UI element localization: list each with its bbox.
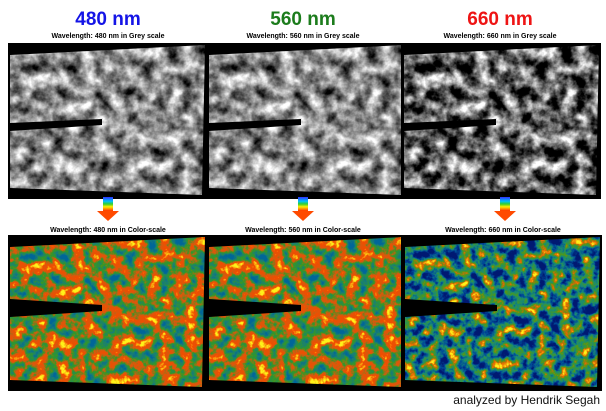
- grey-image: [207, 43, 403, 199]
- arrow: [292, 197, 314, 221]
- grey-caption: Wavelength: 560 nm in Grey scale: [247, 33, 360, 40]
- figure: 480 nm Wavelength: 480 nm in Grey scale …: [0, 0, 606, 411]
- color-caption: Wavelength: 660 nm in Color-scale: [445, 227, 561, 234]
- color-image: [403, 235, 602, 391]
- arrow: [97, 197, 119, 221]
- grey-image: [8, 43, 207, 199]
- grey-caption: Wavelength: 480 nm in Grey scale: [52, 33, 165, 40]
- color-caption: Wavelength: 560 nm in Color-scale: [245, 227, 361, 234]
- grey-image: [402, 43, 601, 199]
- color-image: [8, 235, 207, 391]
- panel-title: 480 nm: [75, 9, 140, 30]
- color-image: [207, 235, 403, 391]
- page: {"panels": [ {"title": "480 nm", "grey_c…: [0, 0, 606, 411]
- arrow: [494, 197, 516, 221]
- grey-caption: Wavelength: 660 nm in Grey scale: [444, 33, 557, 40]
- panel-title: 560 nm: [270, 9, 335, 30]
- color-caption: Wavelength: 480 nm in Color-scale: [50, 227, 166, 234]
- panel-title: 660 nm: [467, 9, 532, 30]
- credit: analyzed by Hendrik Segah: [453, 393, 600, 407]
